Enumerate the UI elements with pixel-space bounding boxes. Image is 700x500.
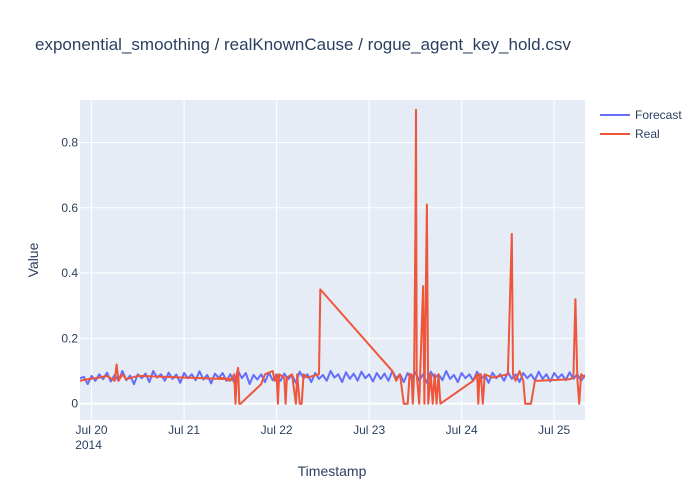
x-tick-label: Jul 25 <box>538 423 570 437</box>
legend[interactable]: Forecast Real <box>600 108 682 141</box>
legend-item-real[interactable]: Real <box>600 127 660 141</box>
legend-label: Forecast <box>635 108 682 122</box>
chart-title: exponential_smoothing / realKnownCause /… <box>35 35 571 54</box>
y-tick-label: 0.2 <box>61 331 78 345</box>
y-axis-ticks: 0 0.2 0.4 0.6 0.8 <box>61 135 78 410</box>
legend-item-forecast[interactable]: Forecast <box>600 108 682 122</box>
y-tick-label: 0.8 <box>61 135 78 149</box>
x-tick-label: Jul 24 <box>446 423 478 437</box>
legend-label: Real <box>635 127 660 141</box>
x-tick-label: Jul 21 <box>168 423 200 437</box>
x-tick-label: Jul 23 <box>353 423 385 437</box>
x-tick-label: Jul 22 <box>261 423 293 437</box>
series-layer <box>80 108 585 405</box>
x-axis-title: Timestamp <box>298 463 367 479</box>
y-tick-label: 0 <box>71 397 78 411</box>
series-line-real <box>80 108 585 405</box>
x-tick-label: Jul 20 <box>76 423 108 437</box>
y-tick-label: 0.6 <box>61 201 78 215</box>
y-axis-title: Value <box>25 242 41 277</box>
grid <box>80 100 585 420</box>
y-tick-label: 0.4 <box>61 266 78 280</box>
x-tick-sublabel: 2014 <box>75 438 102 452</box>
plot-area <box>80 100 585 420</box>
